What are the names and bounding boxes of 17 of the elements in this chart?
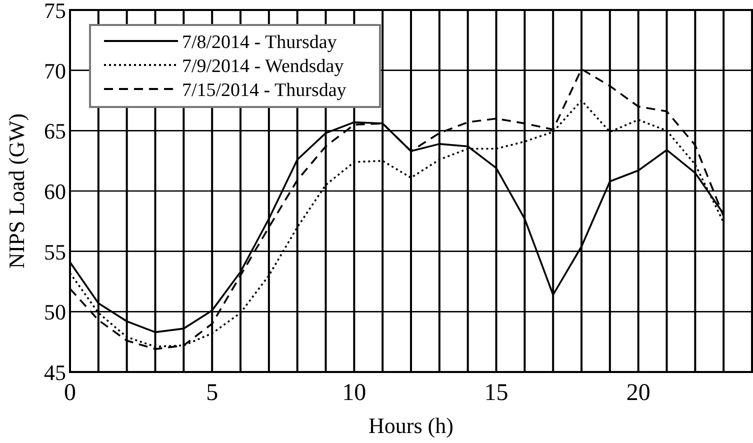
y-axis-title: NIPS Load (GW) [4, 113, 29, 269]
legend-label: 7/15/2014 - Thursday [182, 80, 347, 101]
y-tick-label: 60 [44, 179, 66, 204]
x-tick-label: 20 [626, 380, 650, 406]
x-tick-label: 0 [64, 380, 76, 406]
y-tick-label: 50 [44, 300, 66, 325]
y-tick-label: 55 [44, 239, 66, 264]
x-tick-label: 15 [484, 380, 508, 406]
y-tick-label: 75 [44, 0, 66, 23]
legend-label: 7/9/2014 - Wendsday [182, 56, 344, 77]
x-tick-label: 10 [342, 380, 366, 406]
y-tick-label: 70 [44, 58, 66, 84]
y-tick-label: 45 [44, 360, 66, 385]
legend-label: 7/8/2014 - Thursday [182, 32, 338, 53]
x-axis-title: Hours (h) [368, 413, 454, 438]
y-tick-label: 65 [44, 118, 66, 144]
x-tick-label: 5 [206, 380, 218, 406]
